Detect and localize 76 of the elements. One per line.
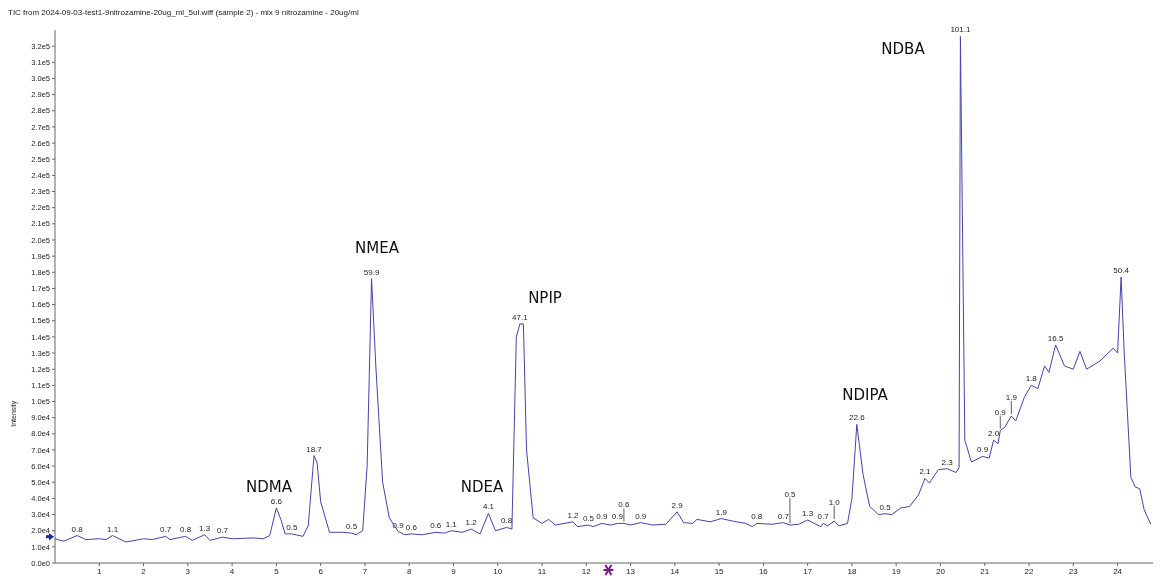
annotation: NPIP — [528, 288, 562, 307]
x-tick-label: 4 — [229, 566, 235, 576]
annotation: 1.3 — [199, 523, 211, 533]
annotation: NDIPA — [842, 385, 889, 404]
annotation: 101.1 — [950, 25, 971, 35]
annotation: 0.9 — [392, 520, 405, 530]
x-tick-label: 15 — [714, 566, 725, 576]
annotation: 1.9 — [1005, 393, 1018, 403]
x-tick-label: 8 — [406, 566, 412, 576]
x-tick-label: 21 — [980, 566, 990, 576]
annotation: NMEA — [355, 238, 400, 257]
annotation: 0.9 — [596, 512, 608, 522]
annotation: 2.0 — [988, 429, 1000, 439]
annotation: 1.2 — [567, 510, 580, 520]
annotation: 0.8 — [180, 525, 192, 535]
annotation: 0.5 — [286, 522, 298, 532]
annotation: 50.4 — [1113, 266, 1130, 276]
annotation: 0.7 — [216, 526, 229, 536]
x-tick-label: 2 — [141, 566, 147, 576]
x-tick-label: 20 — [936, 566, 946, 576]
annotation: 1.1 — [445, 519, 458, 529]
x-tick-label: 16 — [758, 566, 769, 576]
annotation: 0.7 — [160, 525, 172, 535]
x-tick-label: 19 — [891, 566, 902, 576]
annotation: 0.6 — [618, 500, 631, 510]
annotation: 1.9 — [715, 507, 728, 517]
annotation: 22.6 — [849, 413, 866, 423]
annotation: 0.9 — [976, 445, 989, 455]
annotation: 0.8 — [751, 512, 763, 522]
x-tick-label: 23 — [1068, 566, 1079, 576]
annotation: 0.8 — [71, 524, 84, 534]
annotation: 1.3 — [802, 509, 814, 519]
annotation: 1.2 — [465, 518, 478, 528]
annotation: 2.3 — [941, 457, 954, 467]
annotation: 1.0 — [828, 498, 841, 508]
annotation: 0.5 — [346, 522, 358, 532]
x-tick-label: 18 — [847, 566, 857, 576]
x-tick-label: 6 — [318, 566, 324, 576]
annotation: NDMA — [246, 477, 293, 496]
annotation: 59.9 — [363, 267, 380, 277]
x-tick-label: 10 — [493, 566, 503, 576]
annotation: 0.9 — [611, 512, 624, 522]
annotation: NDBA — [881, 39, 926, 58]
annotation: 0.9 — [994, 407, 1007, 417]
x-tick-label: 14 — [670, 566, 680, 576]
x-tick-label: 1 — [97, 566, 103, 576]
annotation: 16.5 — [1047, 333, 1064, 343]
annotation: NDEA — [460, 477, 504, 496]
annotation: 2.1 — [919, 467, 932, 477]
x-tick-label: 3 — [185, 566, 191, 576]
x-tick-label: 9 — [451, 566, 457, 576]
x-tick-label: 17 — [803, 566, 813, 576]
x-tick-label: 7 — [362, 566, 368, 576]
annotation: 1.1 — [106, 524, 119, 534]
x-tick-label: 22 — [1024, 566, 1035, 576]
annotation: 6.6 — [270, 496, 283, 506]
annotation: 0.5 — [784, 490, 797, 500]
annotation: 1.8 — [1025, 374, 1038, 384]
x-tick-label: 13 — [626, 566, 636, 576]
x-tick-label: 5 — [274, 566, 280, 576]
annotation: 0.9 — [635, 511, 647, 521]
annotation: 2.9 — [671, 500, 684, 510]
annotation: 0.8 — [501, 516, 513, 526]
x-tick-label: 11 — [537, 566, 547, 576]
x-tick-label: 24 — [1113, 566, 1123, 576]
annotation: 47.1 — [512, 312, 529, 322]
x-tick-label: 12 — [581, 566, 592, 576]
annotation: 0.6 — [430, 521, 442, 531]
annotation: 0.5 — [879, 502, 892, 512]
chart-title: TIC from 2024-09-03-test1-9nitrozamine-20ug_ml_5ul.wiff (sample 2) - mix 9 nitrozamine - 20ug/ml — [8, 8, 359, 17]
annotation: 0.7 — [777, 511, 790, 521]
annotation: 18.7 — [306, 444, 323, 454]
annotation: 0.5 — [582, 514, 595, 524]
annotation: 0.6 — [405, 522, 418, 532]
annotation: 4.1 — [482, 502, 495, 512]
annotation: 0.7 — [817, 512, 830, 522]
